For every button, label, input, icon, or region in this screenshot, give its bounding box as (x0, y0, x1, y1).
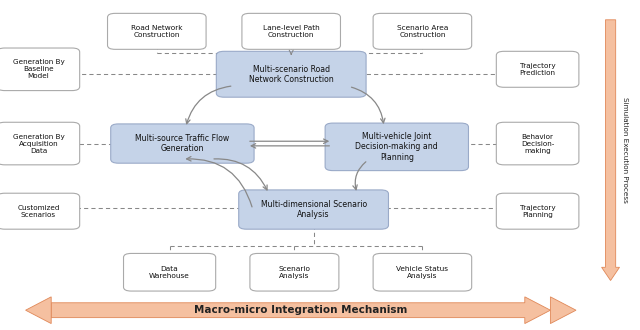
Text: Multi-source Traffic Flow
Generation: Multi-source Traffic Flow Generation (135, 134, 230, 153)
FancyBboxPatch shape (242, 13, 340, 49)
Text: Macro-micro Integration Mechanism: Macro-micro Integration Mechanism (194, 305, 408, 315)
Text: Customized
Scenarios: Customized Scenarios (17, 205, 60, 218)
Text: Generation By
Baseline
Model: Generation By Baseline Model (13, 59, 64, 79)
FancyArrow shape (550, 297, 576, 323)
Text: Vehicle Status
Analysis: Vehicle Status Analysis (396, 266, 449, 279)
Text: Scenario
Analysis: Scenario Analysis (278, 266, 310, 279)
FancyBboxPatch shape (108, 13, 206, 49)
Text: Data
Warehouse: Data Warehouse (149, 266, 190, 279)
Text: Trajectory
Prediction: Trajectory Prediction (520, 63, 556, 76)
Text: Scenario Area
Construction: Scenario Area Construction (397, 25, 448, 38)
Text: Behavior
Decision-
making: Behavior Decision- making (521, 134, 554, 153)
FancyBboxPatch shape (111, 124, 254, 163)
FancyBboxPatch shape (497, 51, 579, 87)
Text: Trajectory
Planning: Trajectory Planning (520, 205, 556, 218)
Text: Multi-vehicle Joint
Decision-making and
Planning: Multi-vehicle Joint Decision-making and … (355, 132, 438, 162)
Text: Simulation Execution Process: Simulation Execution Process (621, 97, 628, 203)
FancyArrow shape (602, 20, 620, 280)
FancyBboxPatch shape (373, 253, 472, 291)
FancyBboxPatch shape (216, 51, 366, 97)
Text: Generation By
Acquisition
Data: Generation By Acquisition Data (13, 134, 64, 153)
FancyBboxPatch shape (497, 193, 579, 229)
Text: Multi-dimensional Scenario
Analysis: Multi-dimensional Scenario Analysis (260, 200, 367, 219)
FancyBboxPatch shape (325, 123, 468, 171)
FancyBboxPatch shape (0, 48, 80, 90)
Text: Lane-level Path
Construction: Lane-level Path Construction (263, 25, 319, 38)
FancyArrow shape (26, 297, 51, 323)
FancyBboxPatch shape (0, 193, 80, 229)
FancyBboxPatch shape (497, 122, 579, 165)
FancyBboxPatch shape (239, 190, 388, 229)
FancyArrow shape (51, 297, 550, 323)
Text: Road Network
Construction: Road Network Construction (131, 25, 182, 38)
Text: Multi-scenario Road
Network Construction: Multi-scenario Road Network Construction (249, 65, 333, 84)
FancyBboxPatch shape (250, 253, 339, 291)
FancyBboxPatch shape (373, 13, 472, 49)
FancyBboxPatch shape (124, 253, 216, 291)
FancyBboxPatch shape (0, 122, 80, 165)
